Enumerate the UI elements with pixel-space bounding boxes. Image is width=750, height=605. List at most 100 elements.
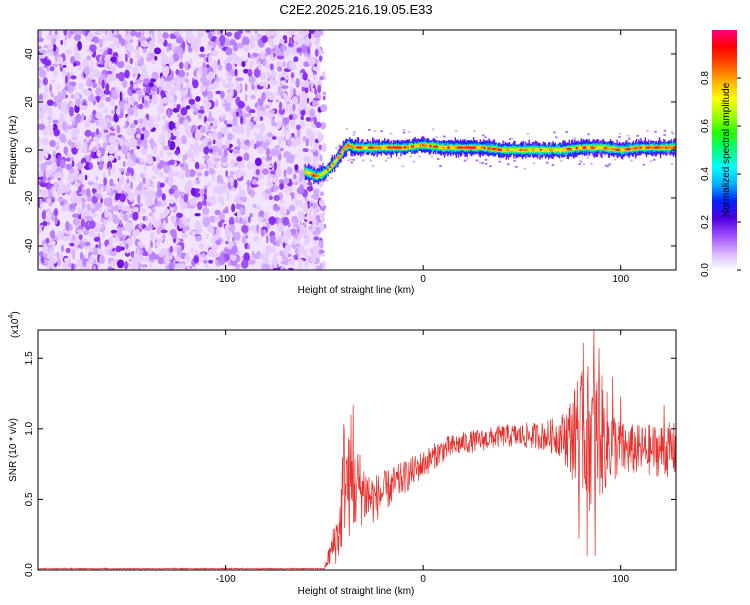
spectrogram-noise-blob: [175, 138, 180, 148]
spectrogram-noise-blob: [84, 129, 92, 137]
spectrogram-noise-blob: [242, 116, 246, 125]
spectrogram-noise-blob: [149, 40, 153, 48]
spectrogram-noise-blob: [40, 255, 45, 264]
spectrogram-trace-cell: [319, 173, 322, 176]
spectrogram-noise-blob: [317, 222, 323, 228]
spectrogram-noise-blob: [183, 225, 190, 232]
spectrogram-noise-blob: [130, 30, 137, 37]
spectrogram-noise-blob: [115, 245, 122, 253]
spectrogram-noise-blob: [319, 154, 323, 162]
spectrogram-noise-blob: [127, 152, 130, 161]
spectrogram-noise-blob: [120, 175, 125, 186]
spectrogram-noise-blob: [101, 96, 106, 101]
spectrogram-noise-blob: [76, 229, 84, 233]
spectrogram-noise-blob: [96, 150, 101, 158]
spectrogram-noise-blob: [211, 50, 219, 57]
spectrogram-noise-blob: [225, 240, 229, 245]
spectrogram-trace-cell: [580, 146, 582, 150]
spectrogram-noise-blob: [273, 205, 281, 212]
spectrogram-trace-cell: [417, 144, 419, 148]
spectrogram-noise-blob: [172, 248, 176, 253]
spectrogram-noise-blob: [273, 149, 281, 156]
spectrogram-noise-blob: [223, 148, 228, 158]
spectrogram-noise-blob: [184, 153, 188, 161]
spectrogram-noise-blob: [63, 146, 69, 155]
spectrogram-trace-outlier: [431, 128, 435, 131]
spectrogram-noise-blob: [175, 263, 180, 268]
spectrogram-noise-blob: [103, 89, 111, 95]
spectrogram-noise-blob: [299, 220, 302, 226]
spectrogram-noise-blob: [112, 164, 116, 174]
spectrogram-noise-blob: [247, 179, 250, 187]
spectrogram-noise-blob: [39, 182, 48, 188]
spectrogram-noise-blob: [292, 142, 296, 147]
spectrogram-trace-cell: [599, 145, 601, 150]
spectrogram-noise-blob: [92, 213, 98, 217]
spectrogram-trace-peak: [483, 146, 486, 150]
spectrogram-noise-blob: [175, 69, 180, 75]
spectrogram-noise-blob: [93, 71, 101, 78]
spectrogram-noise-blob: [52, 44, 57, 52]
spectrogram-noise-blob: [160, 236, 164, 242]
spectrogram-noise-blob: [288, 102, 291, 113]
spectrogram-trace-cell: [402, 145, 404, 150]
spectrogram-noise-blob: [119, 193, 126, 203]
spectrogram-noise-blob: [318, 144, 322, 150]
spectrogram-noise-blob: [308, 32, 312, 40]
spectrogram-trace-peak: [386, 146, 393, 149]
spectrogram-noise-blob: [38, 251, 44, 258]
spectrogram-trace-cell: [608, 147, 611, 151]
spectrogram-noise-blob: [102, 35, 105, 45]
spectrogram-noise-blob: [313, 143, 318, 148]
spectrogram-noise-blob: [260, 111, 269, 117]
spectrogram-trace-peak: [335, 156, 341, 159]
spectrogram-noise-blob: [312, 230, 319, 236]
spectrogram-noise-blob: [298, 30, 303, 37]
spectrogram-noise-blob: [219, 212, 225, 220]
spectrogram-noise-blob: [125, 30, 129, 36]
spectrogram-ytick-label: 0: [24, 147, 35, 153]
spectrogram-noise-blob: [65, 157, 71, 162]
spectrogram-noise-blob: [146, 156, 154, 165]
spectrogram-noise-blob: [102, 133, 107, 141]
spectrogram-noise-blob: [57, 196, 64, 202]
spectrogram-noise-blob: [105, 76, 112, 84]
spectrogram-noise-blob: [151, 94, 159, 105]
spectrogram-noise-blob: [59, 184, 68, 194]
spectrogram-trace-outlier: [389, 132, 393, 135]
spectrogram-noise-blob: [86, 91, 91, 97]
spectrogram-noise-blob: [149, 138, 155, 146]
spectrogram-trace-peak: [636, 146, 641, 150]
spectrogram-noise-blob: [63, 61, 66, 66]
spectrogram-noise-blob: [63, 257, 70, 263]
spectrogram-noise-blob: [168, 188, 175, 195]
spectrogram-noise-blob: [88, 220, 96, 229]
spectrogram-trace-outlier: [350, 161, 354, 164]
spectrogram-trace-cell: [581, 145, 584, 149]
spectrogram-noise-blob: [207, 125, 212, 131]
spectrogram-trace-outlier: [670, 130, 674, 134]
spectrogram-noise-blob: [73, 34, 81, 41]
spectrogram-noise-blob: [212, 244, 216, 250]
spectrogram-trace-cell: [330, 164, 333, 169]
spectrogram-noise-blob: [295, 243, 301, 247]
spectrogram-trace-cell: [502, 148, 504, 153]
spectrogram-noise-blob: [212, 59, 218, 69]
spectrogram-noise-blob: [70, 141, 76, 148]
spectrogram-trace-peak: [532, 148, 535, 152]
spectrogram-noise-blob: [278, 136, 285, 143]
spectrogram-trace-cell: [515, 148, 517, 152]
spectrogram-noise-blob: [181, 40, 186, 51]
spectrogram-noise-blob: [185, 168, 191, 178]
spectrogram-noise-blob: [48, 118, 51, 125]
spectrogram-trace-cell: [533, 148, 536, 153]
spectrogram-noise-blob: [222, 182, 227, 188]
spectrogram-noise-blob: [286, 155, 290, 163]
spectrogram-noise-blob: [166, 151, 172, 157]
spectrogram-noise-blob: [185, 72, 190, 77]
spectrogram-noise-blob: [311, 87, 315, 93]
spectrogram-trace-cell: [557, 148, 560, 152]
spectrogram-trace-outlier: [671, 132, 675, 135]
spectrogram-noise-blob: [204, 203, 207, 213]
spectrogram-noise-blob: [160, 248, 168, 255]
